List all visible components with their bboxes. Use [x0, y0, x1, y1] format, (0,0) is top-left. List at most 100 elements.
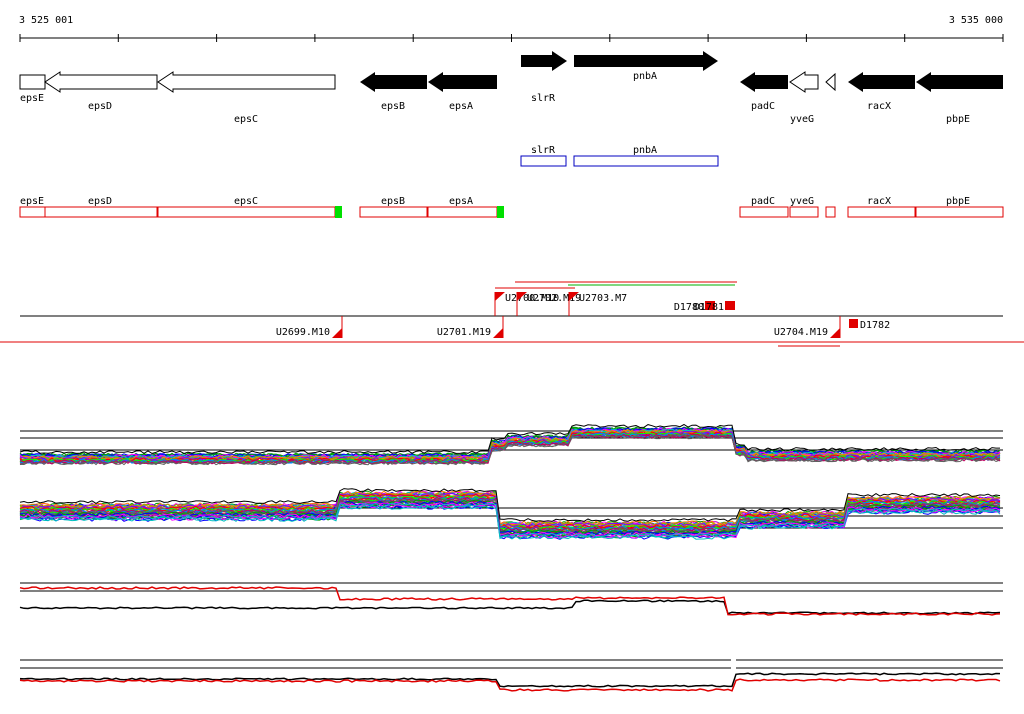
- gene-pbpE[interactable]: pbpE: [916, 72, 1003, 125]
- reverse-box-yveG-rect: [789, 206, 819, 218]
- forward-tiling-line: [19, 432, 1001, 464]
- feature-U2704[interactable]: U2704.M19: [774, 316, 841, 338]
- gene-pnbA-label: pnbA: [633, 71, 657, 82]
- gene-padC-label: padC: [751, 101, 775, 112]
- reverse-box-epsA-rect: [427, 206, 498, 218]
- forward-transcripts-track: slrR pnbA: [520, 145, 719, 167]
- forward-summary-line-black: [19, 599, 1001, 615]
- forward-box-slrR-label: slrR: [531, 145, 556, 156]
- feature-D1782[interactable]: D1782: [849, 319, 890, 331]
- reverse-box-epsD[interactable]: epsD: [44, 196, 158, 218]
- gene-epsD[interactable]: epsD: [44, 71, 158, 112]
- feature-D1780-box: [705, 301, 715, 310]
- reverse-box-epsE-rect: [19, 206, 46, 218]
- gene-racX-arrow: [848, 72, 915, 92]
- reverse-box-epsB-label: epsB: [381, 196, 405, 207]
- feature-track: U2700.M10 U2702.M19 U2703.M7 D1780 D1781…: [0, 281, 1024, 347]
- reverse-box-epsE[interactable]: epsE: [19, 196, 46, 218]
- feature-D1781[interactable]: D1781: [694, 301, 735, 313]
- ruler-start-label: 3 525 001: [19, 15, 73, 26]
- forward-summary-line-red: [19, 586, 1001, 616]
- feature-U2699-flag: [332, 328, 342, 338]
- forward-box-pnbA[interactable]: pnbA: [573, 145, 719, 167]
- reverse-box-epsB-rect: [359, 206, 428, 218]
- gene-epsA-label: epsA: [449, 101, 473, 112]
- feature-U2699[interactable]: U2699.M10: [276, 316, 343, 338]
- feature-U2703[interactable]: U2703.M7: [568, 292, 627, 316]
- feature-U2701[interactable]: U2701.M19: [437, 316, 504, 338]
- gene-epsB-label: epsB: [381, 101, 405, 112]
- forward-summary-panel: [19, 582, 1003, 616]
- gene-yveG-label: yveG: [790, 114, 814, 125]
- gene-epsE[interactable]: epsE: [19, 74, 46, 104]
- reverse-box-pbpE-label: pbpE: [946, 196, 970, 207]
- gene-padC-arrow: [740, 72, 788, 92]
- reverse-box-unnamed[interactable]: [825, 206, 836, 218]
- reverse-tiling-line: [19, 488, 1001, 522]
- feature-U2701-label: U2701.M19: [437, 327, 491, 338]
- reverse-box-yveG-label: yveG: [790, 196, 814, 207]
- feature-U2702-label: U2702.M19: [527, 293, 581, 304]
- feature-D1780-label: D1780: [674, 302, 704, 313]
- forward-box-slrR[interactable]: slrR: [520, 145, 567, 167]
- reverse-tiling-line: [19, 497, 1001, 533]
- gene-epsE-label: epsE: [20, 93, 44, 104]
- reverse-box-pbpE[interactable]: pbpE: [915, 196, 1004, 218]
- reverse-summary-line-red: [19, 678, 1001, 692]
- feature-U2704-label: U2704.M19: [774, 327, 828, 338]
- gene-epsC[interactable]: epsC: [157, 71, 336, 125]
- gene-epsD-label: epsD: [88, 101, 112, 112]
- reverse-box-epsC[interactable]: epsC: [157, 196, 342, 218]
- forward-box-slrR-rect: [520, 155, 567, 167]
- forward-summary-lines: [19, 586, 1001, 616]
- gene-pnbA[interactable]: pnbA: [574, 51, 718, 82]
- gene-epsC-label: epsC: [234, 114, 258, 125]
- reverse-box-unnamed-rect: [825, 206, 836, 218]
- reverse-box-epsE-label: epsE: [20, 196, 44, 207]
- gene-padC[interactable]: padC: [740, 72, 788, 112]
- ruler-ticks: [19, 34, 1004, 42]
- reverse-box-padC[interactable]: padC: [739, 196, 789, 218]
- feature-D1782-label: D1782: [860, 320, 890, 331]
- feature-U2703-label: U2703.M7: [579, 293, 627, 304]
- forward-tiling-line: [19, 432, 1001, 464]
- gene-slrR[interactable]: slrR: [521, 51, 567, 104]
- feature-U2701-flag: [493, 328, 503, 338]
- gene-slrR-arrow: [521, 51, 567, 71]
- gene-unnamed-arrow: [825, 72, 836, 92]
- feature-U2699-label: U2699.M10: [276, 327, 330, 338]
- gene-pbpE-label: pbpE: [946, 114, 970, 125]
- gene-epsA[interactable]: epsA: [428, 72, 497, 112]
- gene-epsB[interactable]: epsB: [360, 72, 427, 112]
- feature-U2703-flag: [569, 292, 579, 301]
- gene-yveG[interactable]: yveG: [789, 71, 819, 125]
- reverse-box-epsA[interactable]: epsA: [427, 196, 504, 218]
- reverse-box-epsA-marker: [497, 206, 504, 218]
- reverse-box-epsB[interactable]: epsB: [359, 196, 428, 218]
- gene-epsB-arrow: [360, 72, 427, 92]
- feature-D1780[interactable]: D1780: [674, 301, 715, 313]
- feature-U2702[interactable]: U2702.M19: [516, 292, 581, 316]
- reverse-summary-panel: [19, 659, 1003, 692]
- reverse-box-epsA-label: epsA: [449, 196, 473, 207]
- annotated-genes-track: epsE epsD epsC epsB epsA slrR pnbA padC: [19, 51, 1003, 125]
- feature-U2700-label: U2700.M10: [505, 293, 559, 304]
- reverse-box-racX-rect: [847, 206, 916, 218]
- reverse-summary-line-black: [19, 672, 1001, 688]
- reverse-box-racX[interactable]: racX: [847, 196, 916, 218]
- forward-tiling-panel: [19, 423, 1003, 466]
- feature-U2704-flag: [830, 328, 840, 338]
- reverse-tiling-panel: [19, 488, 1003, 540]
- feature-U2700-flag: [495, 292, 505, 301]
- reverse-box-racX-label: racX: [867, 196, 891, 207]
- reverse-box-yveG[interactable]: yveG: [789, 196, 819, 218]
- gene-pnbA-arrow: [574, 51, 718, 71]
- gene-epsA-arrow: [428, 72, 497, 92]
- gene-unnamed[interactable]: [825, 72, 836, 92]
- feature-U2700[interactable]: U2700.M10: [494, 292, 559, 316]
- gene-epsE-body: [19, 74, 46, 90]
- gene-racX[interactable]: racX: [848, 72, 915, 112]
- reverse-summary-lines: [19, 672, 1001, 692]
- ruler-end-label: 3 535 000: [949, 15, 1003, 26]
